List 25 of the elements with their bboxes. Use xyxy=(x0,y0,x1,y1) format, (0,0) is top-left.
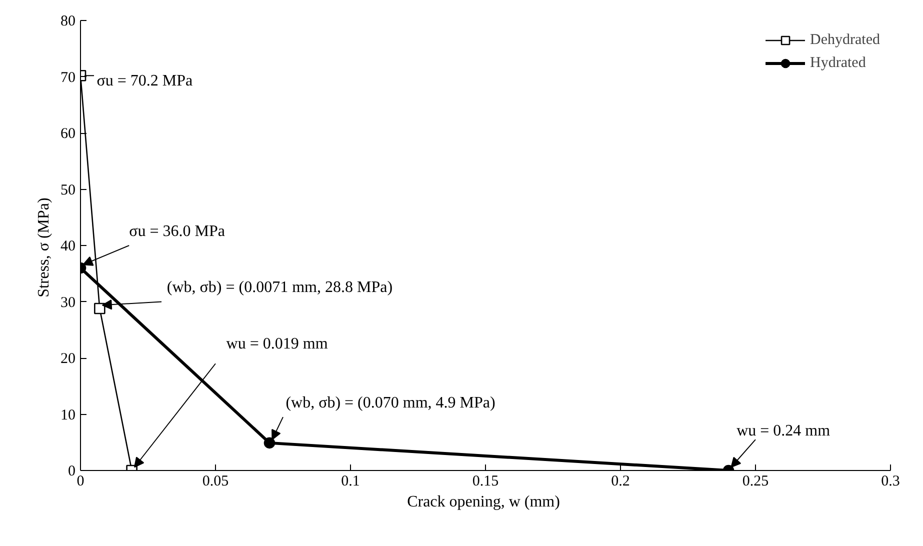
y-tick-label: 20 xyxy=(60,351,76,367)
y-tick-label: 80 xyxy=(60,14,76,30)
x-axis-title: Crack opening, w (mm) xyxy=(407,494,560,510)
x-tick-label: 0.25 xyxy=(742,474,769,490)
x-tick-label: 0.1 xyxy=(341,474,360,490)
x-tick-label: 0.2 xyxy=(611,474,630,490)
annotation: σu = 70.2 MPa xyxy=(96,72,193,90)
y-tick-label: 50 xyxy=(60,182,76,198)
legend-label: Dehydrated xyxy=(810,32,880,48)
y-axis-title: Stress, σ (MPa) xyxy=(36,198,52,298)
annotation: (wb, σb) = (0.070 mm, 4.9 MPa) xyxy=(286,394,496,412)
legend-label: Hydrated xyxy=(810,54,866,72)
y-tick-label: 30 xyxy=(60,294,76,311)
x-tick-label: 0.3 xyxy=(881,474,900,490)
annotation: wu = 0.019 mm xyxy=(226,335,328,352)
y-tick-label: 60 xyxy=(60,126,76,142)
x-tick-label: 0.15 xyxy=(472,474,499,490)
y-tick-label: 0 xyxy=(68,464,76,480)
annotation: wu = 0.24 mm xyxy=(736,422,831,440)
x-tick-label: 0.05 xyxy=(202,474,229,490)
y-tick-label: 10 xyxy=(60,407,76,424)
annotation: σu = 36.0 MPa xyxy=(129,222,225,240)
y-tick-label: 70 xyxy=(60,70,76,86)
annotation: (wb, σb) = (0.0071 mm, 28.8 MPa) xyxy=(166,279,393,296)
y-tick-label: 40 xyxy=(60,238,76,254)
